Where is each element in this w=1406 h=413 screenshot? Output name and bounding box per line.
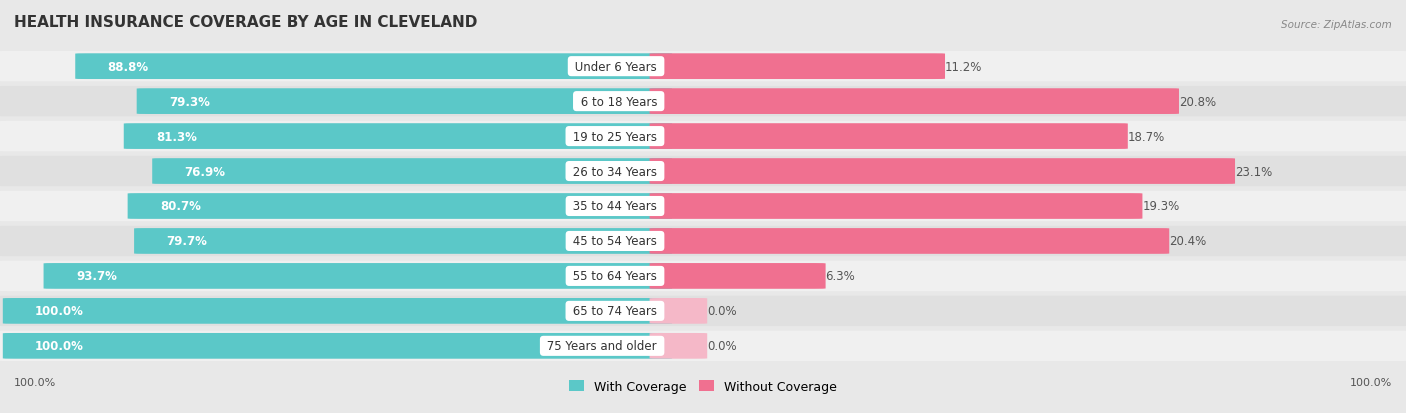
Text: 79.7%: 79.7% — [166, 235, 207, 248]
FancyBboxPatch shape — [0, 261, 1406, 292]
FancyBboxPatch shape — [650, 89, 1180, 115]
Text: 18.7%: 18.7% — [1128, 130, 1166, 143]
FancyBboxPatch shape — [650, 194, 1143, 219]
FancyBboxPatch shape — [134, 228, 672, 254]
FancyBboxPatch shape — [0, 87, 1406, 117]
Text: HEALTH INSURANCE COVERAGE BY AGE IN CLEVELAND: HEALTH INSURANCE COVERAGE BY AGE IN CLEV… — [14, 15, 478, 31]
Text: 79.3%: 79.3% — [169, 95, 209, 108]
Text: Source: ZipAtlas.com: Source: ZipAtlas.com — [1281, 20, 1392, 31]
FancyBboxPatch shape — [152, 159, 672, 185]
Text: 76.9%: 76.9% — [184, 165, 225, 178]
Text: 19 to 25 Years: 19 to 25 Years — [569, 130, 661, 143]
FancyBboxPatch shape — [0, 331, 1406, 361]
Text: 80.7%: 80.7% — [160, 200, 201, 213]
FancyBboxPatch shape — [0, 157, 1406, 187]
FancyBboxPatch shape — [650, 159, 1234, 185]
Text: 100.0%: 100.0% — [35, 305, 84, 318]
FancyBboxPatch shape — [0, 121, 1406, 152]
Text: 45 to 54 Years: 45 to 54 Years — [569, 235, 661, 248]
Text: 6 to 18 Years: 6 to 18 Years — [576, 95, 661, 108]
Text: 0.0%: 0.0% — [707, 305, 737, 318]
FancyBboxPatch shape — [0, 226, 1406, 256]
FancyBboxPatch shape — [650, 228, 1170, 254]
FancyBboxPatch shape — [650, 124, 1128, 150]
FancyBboxPatch shape — [0, 52, 1406, 82]
FancyBboxPatch shape — [128, 194, 672, 219]
FancyBboxPatch shape — [650, 263, 825, 289]
Text: 65 to 74 Years: 65 to 74 Years — [569, 305, 661, 318]
Legend: With Coverage, Without Coverage: With Coverage, Without Coverage — [564, 375, 842, 398]
Text: 6.3%: 6.3% — [825, 270, 855, 283]
Text: Under 6 Years: Under 6 Years — [571, 61, 661, 74]
Text: 75 Years and older: 75 Years and older — [544, 339, 661, 352]
Text: 35 to 44 Years: 35 to 44 Years — [569, 200, 661, 213]
FancyBboxPatch shape — [136, 89, 672, 115]
FancyBboxPatch shape — [0, 191, 1406, 222]
Text: 20.4%: 20.4% — [1170, 235, 1206, 248]
Text: 23.1%: 23.1% — [1234, 165, 1272, 178]
FancyBboxPatch shape — [76, 54, 672, 80]
Text: 11.2%: 11.2% — [945, 61, 983, 74]
FancyBboxPatch shape — [3, 298, 672, 324]
Text: 55 to 64 Years: 55 to 64 Years — [569, 270, 661, 283]
Text: 100.0%: 100.0% — [14, 377, 56, 387]
FancyBboxPatch shape — [3, 333, 672, 359]
Text: 26 to 34 Years: 26 to 34 Years — [569, 165, 661, 178]
Text: 0.0%: 0.0% — [707, 339, 737, 352]
Text: 100.0%: 100.0% — [35, 339, 84, 352]
Text: 88.8%: 88.8% — [108, 61, 149, 74]
Text: 20.8%: 20.8% — [1180, 95, 1216, 108]
FancyBboxPatch shape — [650, 333, 707, 359]
Text: 100.0%: 100.0% — [1350, 377, 1392, 387]
Text: 93.7%: 93.7% — [76, 270, 117, 283]
FancyBboxPatch shape — [650, 298, 707, 324]
FancyBboxPatch shape — [44, 263, 672, 289]
Text: 81.3%: 81.3% — [156, 130, 197, 143]
Text: 19.3%: 19.3% — [1143, 200, 1180, 213]
FancyBboxPatch shape — [124, 124, 672, 150]
FancyBboxPatch shape — [650, 54, 945, 80]
FancyBboxPatch shape — [0, 296, 1406, 326]
